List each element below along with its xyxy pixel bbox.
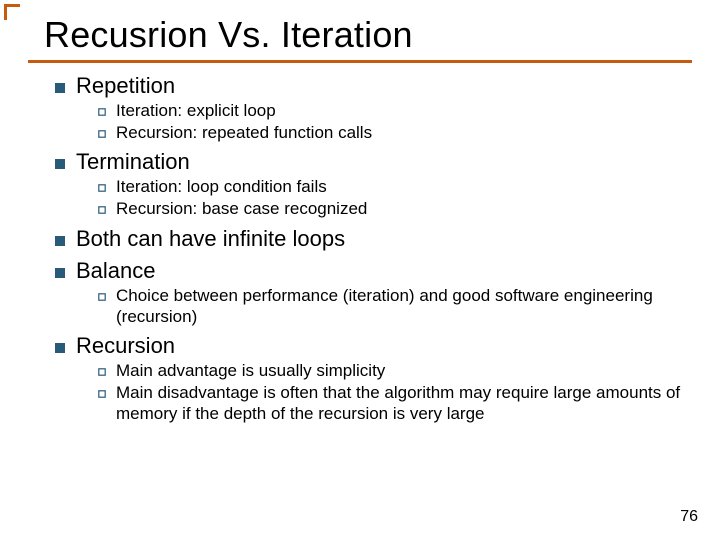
- sub-list: Iteration: loop condition failsRecursion…: [50, 177, 692, 219]
- square-bullet-icon: [50, 83, 70, 93]
- sub-list-item-label: Main advantage is usually simplicity: [116, 361, 385, 382]
- hollow-square-bullet-icon: [94, 368, 110, 376]
- sub-list-item-label: Recursion: base case recognized: [116, 199, 367, 220]
- list-item-label: Both can have infinite loops: [76, 226, 345, 252]
- sub-list-item: Choice between performance (iteration) a…: [94, 286, 692, 327]
- sub-list-item: Recursion: base case recognized: [94, 199, 692, 220]
- square-bullet-icon: [50, 236, 70, 246]
- sub-list-item-label: Choice between performance (iteration) a…: [116, 286, 692, 327]
- page-number: 76: [680, 508, 698, 526]
- hollow-square-bullet-icon: [94, 206, 110, 214]
- list-item: Balance: [50, 258, 692, 284]
- list-item-label: Termination: [76, 149, 190, 175]
- sub-list-item-label: Recursion: repeated function calls: [116, 123, 372, 144]
- hollow-square-bullet-icon: [94, 108, 110, 116]
- sub-list: Choice between performance (iteration) a…: [50, 286, 692, 327]
- list-item-label: Repetition: [76, 73, 175, 99]
- accent-corner: [4, 4, 20, 20]
- square-bullet-icon: [50, 268, 70, 278]
- slide-content: RepetitionIteration: explicit loopRecurs…: [28, 73, 692, 425]
- list-item-label: Balance: [76, 258, 156, 284]
- hollow-square-bullet-icon: [94, 184, 110, 192]
- sub-list-item: Iteration: explicit loop: [94, 101, 692, 122]
- slide-title: Recusrion Vs. Iteration: [28, 14, 692, 63]
- hollow-square-bullet-icon: [94, 130, 110, 138]
- list-item: Recursion: [50, 333, 692, 359]
- sub-list-item: Main disadvantage is often that the algo…: [94, 383, 692, 424]
- slide: Recusrion Vs. Iteration RepetitionIterat…: [0, 0, 720, 540]
- list-item-label: Recursion: [76, 333, 175, 359]
- square-bullet-icon: [50, 343, 70, 353]
- list-item: Termination: [50, 149, 692, 175]
- square-bullet-icon: [50, 159, 70, 169]
- list-item: Both can have infinite loops: [50, 226, 692, 252]
- sub-list-item: Recursion: repeated function calls: [94, 123, 692, 144]
- sub-list: Iteration: explicit loopRecursion: repea…: [50, 101, 692, 143]
- sub-list-item: Iteration: loop condition fails: [94, 177, 692, 198]
- hollow-square-bullet-icon: [94, 293, 110, 301]
- sub-list-item-label: Iteration: loop condition fails: [116, 177, 327, 198]
- sub-list: Main advantage is usually simplicityMain…: [50, 361, 692, 424]
- sub-list-item-label: Main disadvantage is often that the algo…: [116, 383, 692, 424]
- sub-list-item: Main advantage is usually simplicity: [94, 361, 692, 382]
- sub-list-item-label: Iteration: explicit loop: [116, 101, 276, 122]
- list-item: Repetition: [50, 73, 692, 99]
- hollow-square-bullet-icon: [94, 390, 110, 398]
